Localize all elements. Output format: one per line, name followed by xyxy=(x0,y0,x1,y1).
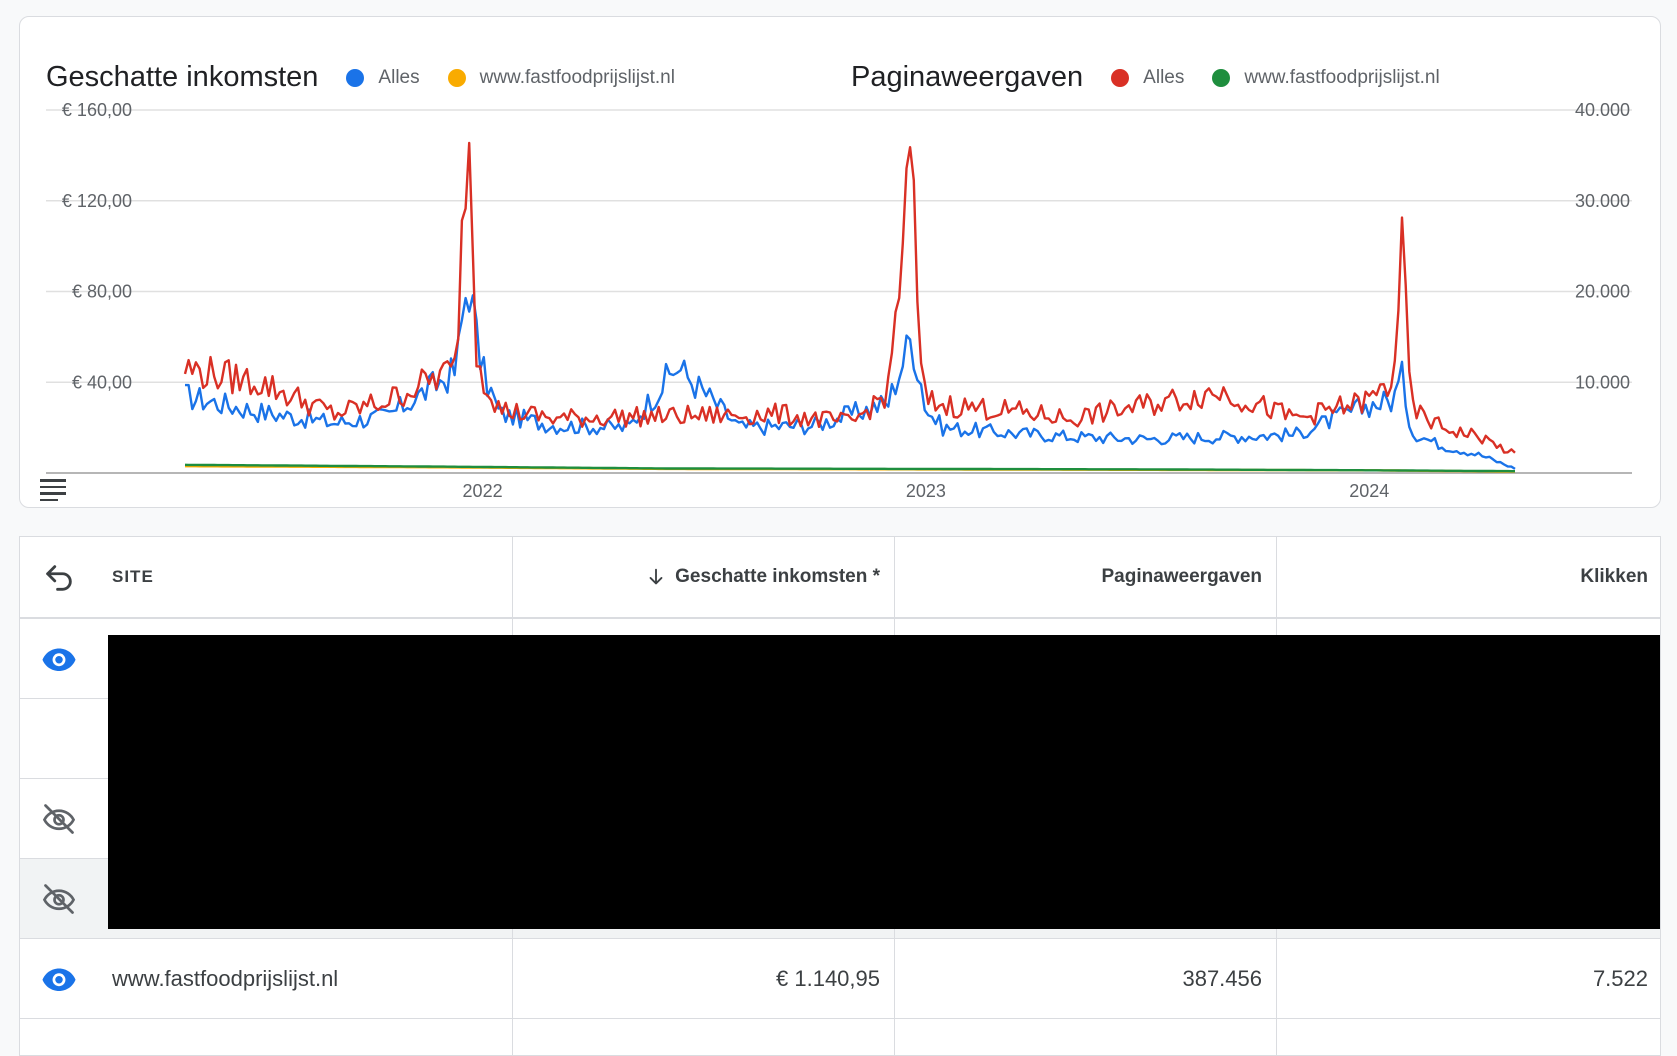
cell-clicks: 7.522 xyxy=(1592,966,1648,991)
eye-hidden-icon[interactable] xyxy=(40,881,78,917)
header-earnings[interactable]: Geschatte inkomsten * xyxy=(512,537,894,617)
legend-item-pageviews-all[interactable]: Alles xyxy=(1111,67,1184,89)
legend-title-pageviews: Paginaweergaven xyxy=(851,61,1084,93)
x-tick-label: 2024 xyxy=(1349,481,1389,501)
table-header: SITE Geschatte inkomsten * Paginaweergav… xyxy=(20,537,1660,619)
legend-label: www.fastfoodprijslijst.nl xyxy=(479,66,675,88)
legend-item-earnings-all[interactable]: Alles xyxy=(346,66,420,89)
x-tick-label: 2023 xyxy=(906,481,946,501)
series-line xyxy=(183,141,1516,454)
y-left-tick-label: € 120,00 xyxy=(62,191,132,211)
eye-visible-icon[interactable] xyxy=(40,961,78,997)
legend-label: Alles xyxy=(1143,66,1185,88)
legend-dot-icon xyxy=(1111,68,1130,87)
y-left-tick-label: € 40,00 xyxy=(72,372,132,392)
header-clicks[interactable]: Klikken xyxy=(1580,566,1648,587)
table-row[interactable]: www.fastfoodprijslijst.nl € 1.140,95 387.4… xyxy=(20,939,1660,1019)
legend-dot-icon xyxy=(346,68,365,87)
chart-card: Geschatte inkomsten Alles www.fastfoodpr… xyxy=(19,16,1661,508)
legend-pageviews: Paginaweergaven Alles www.fastfoodprijsl… xyxy=(851,61,1468,94)
legend-dot-icon xyxy=(447,68,466,87)
legend-label: Alles xyxy=(378,66,420,88)
sort-arrow-down-icon xyxy=(649,568,663,585)
x-tick-label: 2022 xyxy=(463,481,503,501)
y-right-tick-label: 40.000 xyxy=(1575,100,1630,120)
y-right-tick-label: 30.000 xyxy=(1575,191,1630,211)
y-right-tick-label: 10.000 xyxy=(1575,372,1630,392)
cell-site: www.fastfoodprijslijst.nl xyxy=(112,966,339,991)
eye-visible-icon[interactable] xyxy=(40,641,78,677)
chart-menu-icon[interactable] xyxy=(40,479,66,501)
legend-earnings: Geschatte inkomsten Alles www.fastfoodpr… xyxy=(46,61,703,94)
series-line xyxy=(184,463,1515,473)
header-site[interactable]: SITE xyxy=(112,567,154,586)
cell-pageviews: 387.456 xyxy=(1182,966,1262,991)
eye-hidden-icon[interactable] xyxy=(40,801,78,837)
legend-item-pageviews-site[interactable]: www.fastfoodprijslijst.nl xyxy=(1212,66,1440,89)
header-pageviews[interactable]: Paginaweergaven xyxy=(1101,566,1262,587)
y-right-tick-label: 20.000 xyxy=(1575,282,1630,302)
series-line xyxy=(185,294,1516,470)
legend-dot-icon xyxy=(1212,68,1231,87)
undo-icon[interactable] xyxy=(42,561,76,595)
y-left-tick-label: € 80,00 xyxy=(72,282,132,302)
legend-title-earnings: Geschatte inkomsten xyxy=(46,61,319,93)
legend-label: www.fastfoodprijslijst.nl xyxy=(1244,66,1440,88)
cell-earnings: € 1.140,95 xyxy=(776,966,880,991)
sites-table: SITE Geschatte inkomsten * Paginaweergav… xyxy=(19,536,1661,1056)
line-chart: € 40,00 10.000 € 80,00 20.000 € 120,00 30.000… xyxy=(46,100,1632,501)
redacted-block xyxy=(108,635,1660,929)
y-left-tick-label: € 160,00 xyxy=(62,100,132,120)
header-earnings-label: Geschatte inkomsten * xyxy=(675,566,880,587)
legend-item-earnings-site[interactable]: www.fastfoodprijslijst.nl xyxy=(447,66,675,89)
